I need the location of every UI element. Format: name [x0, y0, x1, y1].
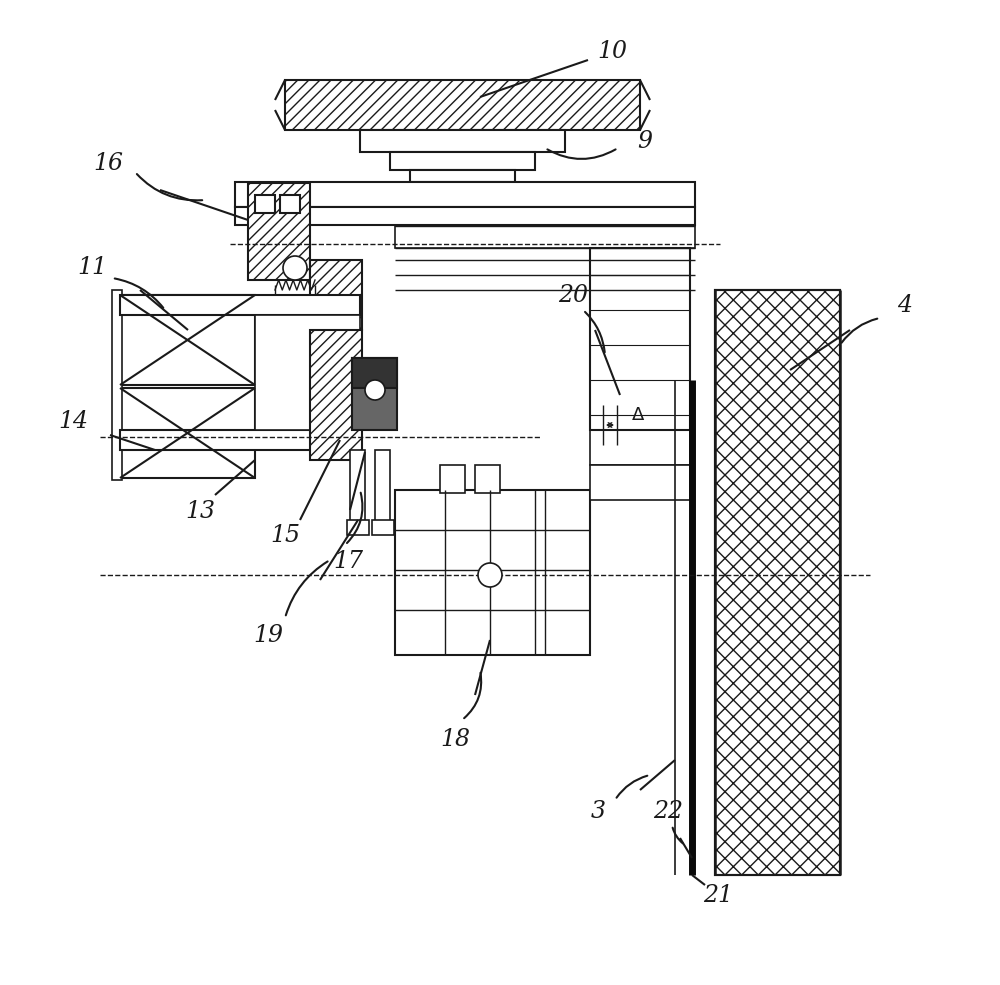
- Text: 21: 21: [703, 884, 733, 906]
- Text: 3: 3: [590, 801, 606, 823]
- Bar: [372, 520, 394, 535]
- Text: 19: 19: [253, 624, 283, 646]
- Bar: [390, 152, 535, 170]
- Text: 4: 4: [898, 294, 912, 316]
- Circle shape: [478, 563, 502, 587]
- Bar: [352, 358, 397, 388]
- Text: 17: 17: [333, 551, 363, 573]
- Bar: [255, 195, 275, 213]
- Text: 20: 20: [558, 284, 588, 306]
- Bar: [715, 290, 840, 875]
- Text: 15: 15: [270, 523, 300, 547]
- Bar: [440, 465, 465, 493]
- Bar: [112, 290, 122, 480]
- Bar: [715, 290, 840, 875]
- Bar: [395, 226, 695, 248]
- Text: 22: 22: [653, 801, 683, 823]
- Bar: [310, 260, 362, 330]
- Bar: [235, 182, 695, 207]
- Bar: [475, 465, 500, 493]
- Bar: [352, 358, 397, 430]
- Bar: [347, 520, 369, 535]
- Text: 13: 13: [185, 500, 215, 523]
- Circle shape: [365, 380, 385, 400]
- Bar: [310, 330, 362, 460]
- Text: 11: 11: [77, 256, 107, 280]
- Bar: [285, 80, 640, 130]
- Bar: [590, 248, 690, 430]
- Bar: [590, 465, 690, 500]
- Bar: [248, 183, 310, 280]
- Bar: [590, 430, 690, 465]
- Text: 16: 16: [93, 152, 123, 174]
- Bar: [360, 130, 565, 152]
- Bar: [350, 450, 365, 530]
- Bar: [120, 430, 360, 450]
- Bar: [310, 260, 362, 330]
- Text: $\Delta$: $\Delta$: [631, 406, 645, 424]
- Bar: [235, 207, 695, 225]
- Bar: [248, 183, 310, 280]
- Bar: [120, 295, 360, 315]
- Circle shape: [283, 256, 307, 280]
- Bar: [395, 490, 590, 655]
- Text: 10: 10: [597, 40, 627, 63]
- Bar: [120, 295, 255, 385]
- Bar: [310, 330, 362, 460]
- Text: 18: 18: [440, 729, 470, 752]
- Text: 14: 14: [58, 411, 88, 433]
- Bar: [375, 450, 390, 530]
- Bar: [255, 315, 360, 430]
- Bar: [280, 195, 300, 213]
- Text: 9: 9: [638, 130, 652, 154]
- Bar: [410, 170, 515, 182]
- Bar: [120, 388, 255, 478]
